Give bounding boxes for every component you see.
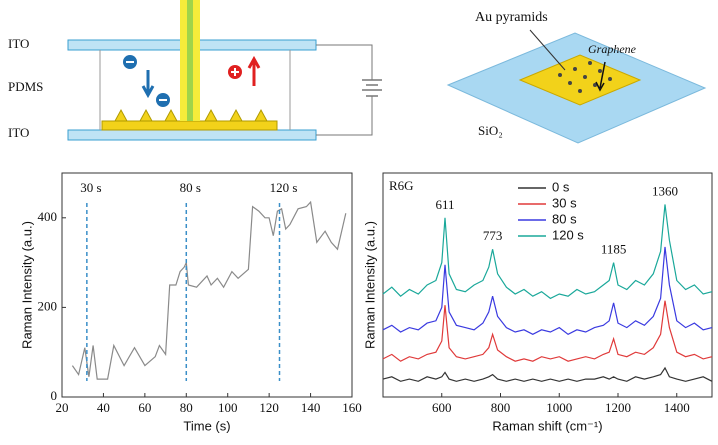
pyramid-dots	[558, 61, 612, 93]
data-line	[71, 200, 347, 380]
chart-title: R6G	[389, 178, 414, 193]
substrate-diagram: Au pyramids Graphene SiO₂	[446, 10, 707, 144]
gold-layer	[101, 120, 278, 131]
y-tick-label: 0	[51, 388, 58, 403]
legend-label: 0 s	[552, 179, 570, 194]
y-tick-label: 400	[38, 209, 58, 224]
x-tick-label: 600	[432, 400, 452, 415]
x-tick-label: 1000	[546, 400, 572, 415]
spectrum-line	[382, 300, 713, 362]
label: SiO₂	[478, 123, 503, 138]
legend-label: 120 s	[552, 227, 584, 242]
x-axis-label: Raman shift (cm⁻¹)	[492, 418, 602, 433]
label: ITO	[8, 125, 29, 140]
y-axis-label: Raman Intensity (a.u.)	[19, 221, 34, 349]
bottom-plate	[67, 129, 317, 141]
spectrum-line	[382, 366, 713, 382]
x-tick-label: 160	[342, 400, 362, 415]
peak-label: 773	[483, 228, 503, 243]
plot-frame	[382, 172, 713, 398]
x-tick-label: 1400	[664, 400, 690, 415]
event-label: 30 s	[80, 180, 101, 195]
pointer	[529, 29, 566, 71]
y-tick-label: 200	[38, 298, 58, 313]
arrow-down	[141, 70, 155, 99]
graphene-square	[518, 54, 642, 106]
spectrum-line	[382, 204, 713, 300]
battery	[362, 79, 382, 97]
peak-label: 1360	[652, 183, 678, 198]
y-axis-label: Raman Intensity (a.u.)	[362, 221, 377, 349]
x-tick-label: 800	[491, 400, 511, 415]
x-tick-label: 80	[180, 400, 193, 415]
plot-frame	[61, 172, 353, 398]
peak-label: 611	[435, 197, 454, 212]
legend-label: 80 s	[552, 211, 577, 226]
plus-sign	[231, 68, 239, 76]
pyramids	[114, 108, 268, 122]
x-tick-label: 60	[138, 400, 151, 415]
laser-core	[187, 0, 193, 121]
x-tick-label: 20	[56, 400, 69, 415]
x-tick-label: 40	[97, 400, 110, 415]
label: Graphene	[588, 42, 637, 56]
pointer	[595, 61, 606, 92]
label: ITO	[8, 36, 29, 51]
x-tick-label: 1200	[605, 400, 631, 415]
peak-label: 1185	[601, 242, 627, 257]
arrow-up	[247, 55, 261, 86]
label: PDMS	[8, 79, 43, 94]
event-label: 80 s	[180, 180, 201, 195]
x-axis-label: Time (s)	[183, 418, 230, 433]
x-tick-label: 120	[259, 400, 279, 415]
circuit-wire	[316, 44, 373, 136]
x-tick-label: 100	[218, 400, 238, 415]
legend-label: 30 s	[552, 195, 577, 210]
label: Au pyramids	[475, 10, 548, 25]
device-diagram: ITO PDMS ITO	[8, 0, 382, 141]
spectrum-line	[382, 246, 713, 336]
x-tick-label: 140	[301, 400, 321, 415]
event-label: 120 s	[270, 180, 298, 195]
